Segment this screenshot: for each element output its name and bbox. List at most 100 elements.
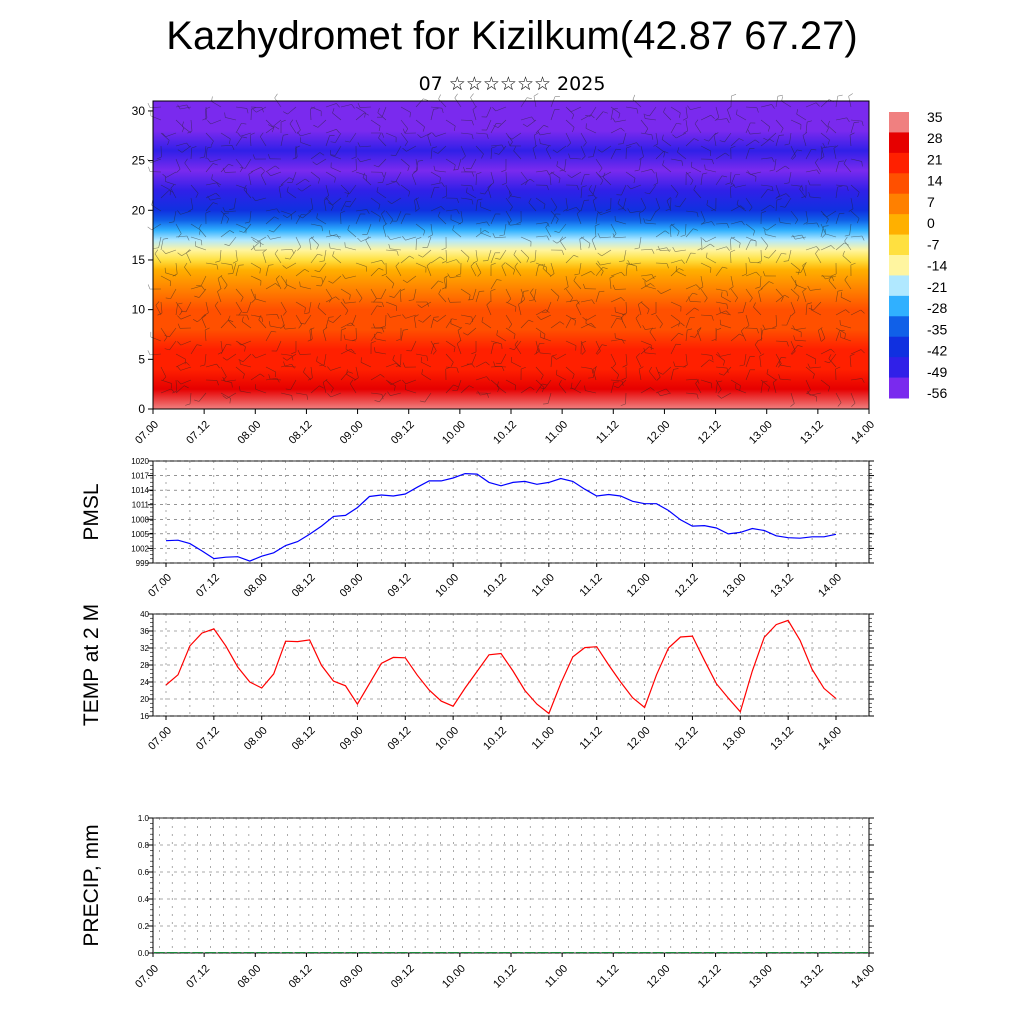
precip-bar <box>409 952 421 953</box>
y-tick-label: 1.0 <box>138 814 150 823</box>
precip-bar <box>639 952 651 953</box>
precip-bar <box>384 952 395 953</box>
colorbar-swatch <box>889 295 909 317</box>
colorbar-swatch <box>889 255 909 276</box>
colorbar-swatch <box>889 132 909 154</box>
x-tick-label: 10.12 <box>491 419 519 447</box>
x-tick-label: 14.00 <box>849 419 877 447</box>
colorbar: 35 28 21 14 7 0 -7 -14 -21 -28 -35 -42 -49 -56 <box>889 109 947 401</box>
precip-bar <box>742 952 753 953</box>
y-tick-label: 15 <box>132 253 146 267</box>
precip-bar <box>333 952 344 953</box>
precip-bar <box>371 952 383 953</box>
x-tick-label: 09.12 <box>385 572 413 600</box>
colorbar-label: 28 <box>927 130 943 146</box>
precip-bar <box>230 952 242 953</box>
x-tick-label: 09.12 <box>389 963 417 991</box>
x-tick-label: 12.12 <box>673 725 701 753</box>
x-tick-label: 12.12 <box>696 963 724 991</box>
y-tick-label: 0.0 <box>138 949 150 958</box>
precip-bar <box>857 952 868 953</box>
x-tick-label: 13.00 <box>747 963 775 991</box>
colorbar-swatch <box>889 357 909 379</box>
pmsl-panel: 999 1002 1005 1008 1011 1014 1017 1020 07.00 07.1… <box>80 457 874 600</box>
colorbar-swatch <box>889 377 909 399</box>
x-tick-label: 08.12 <box>287 419 315 447</box>
x-tick-label: 12.12 <box>673 572 701 600</box>
precip-bar <box>665 952 677 953</box>
precip-bar <box>729 952 741 953</box>
x-tick-label: 08.12 <box>290 725 318 753</box>
x-tick-label: 11.00 <box>543 419 570 446</box>
y-tick-label: 1002 <box>131 544 149 553</box>
x-tick-label: 12.00 <box>645 963 673 991</box>
colorbar-swatch <box>889 193 909 215</box>
x-tick-label: 09.12 <box>385 725 413 753</box>
x-tick-label: 11.00 <box>543 963 570 990</box>
x-tick-label: 13.12 <box>798 419 826 447</box>
x-tick-label: 09.00 <box>338 963 366 991</box>
x-tick-label: 08.00 <box>235 419 263 447</box>
precip-bar <box>716 952 728 953</box>
precip-bar <box>678 952 689 953</box>
precip-bar <box>179 952 191 953</box>
x-tick-label: 07.00 <box>146 725 174 753</box>
precip-bar <box>435 952 447 953</box>
y-tick-label: 24 <box>140 678 149 687</box>
precip-bar <box>448 952 459 953</box>
precip-bar <box>281 952 293 953</box>
precip-bar <box>256 952 268 953</box>
x-tick-label: 10.00 <box>433 572 461 600</box>
precip-bar <box>396 952 408 953</box>
x-tick-label: 07.00 <box>146 572 174 600</box>
x-tick-label: 07.12 <box>184 419 212 447</box>
x-tick-label: 13.00 <box>720 725 748 753</box>
precip-bar <box>166 952 178 953</box>
x-tick-label: 13.12 <box>798 963 826 991</box>
precip-bar <box>754 952 766 953</box>
y-tick-label: 0.6 <box>138 868 150 877</box>
colorbar-swatch <box>889 275 909 297</box>
precip-bar <box>831 952 843 953</box>
x-tick-label: 08.00 <box>242 572 270 600</box>
chart-title: Kazhydromet for Kizilkum(42.87 67.27) <box>166 14 858 58</box>
colorbar-label: 35 <box>927 109 943 125</box>
x-tick-label: 11.12 <box>577 725 604 752</box>
precip-bar <box>601 952 613 953</box>
y-tick-label: 1014 <box>131 486 149 495</box>
x-tick-label: 10.12 <box>481 572 509 600</box>
colorbar-label: -35 <box>927 321 947 337</box>
precip-bar <box>460 952 472 953</box>
temperature-panel: 16 20 24 28 32 36 40 07.00 07.12 08.00 08.12 09.00 0… <box>80 604 874 753</box>
y-tick-label: 10 <box>132 303 146 317</box>
colorbar-label: 0 <box>927 215 935 231</box>
x-tick-label: 09.00 <box>338 572 366 600</box>
precip-bar <box>499 952 510 953</box>
precip-bar <box>818 952 830 953</box>
precip-bar <box>345 952 357 953</box>
wind-barbs <box>147 93 865 407</box>
precip-bar <box>243 952 255 953</box>
colorbar-swatch <box>889 234 909 256</box>
y-tick-label: 30 <box>132 104 146 118</box>
temperature-field <box>153 101 869 409</box>
colorbar-label: -28 <box>927 300 947 316</box>
precip-bar <box>473 952 485 953</box>
y-tick-label: 0.2 <box>138 922 150 931</box>
precip-bar <box>844 952 856 953</box>
colorbar-swatch <box>889 173 909 195</box>
precip-bar <box>780 952 792 953</box>
y-tick-label: 0.8 <box>138 841 150 850</box>
pmsl-axis-label: PMSL <box>80 483 103 540</box>
precip-bar <box>550 952 562 953</box>
y-tick-label: 1005 <box>131 530 149 539</box>
x-tick-label: 09.00 <box>338 419 366 447</box>
x-tick-label: 08.00 <box>242 725 270 753</box>
precip-bar <box>294 952 306 953</box>
x-tick-label: 09.00 <box>338 725 366 753</box>
x-tick-label: 11.12 <box>594 963 621 990</box>
colorbar-swatch <box>889 112 909 133</box>
colorbar-label: -56 <box>927 385 947 401</box>
x-tick-label: 14.00 <box>816 725 844 753</box>
